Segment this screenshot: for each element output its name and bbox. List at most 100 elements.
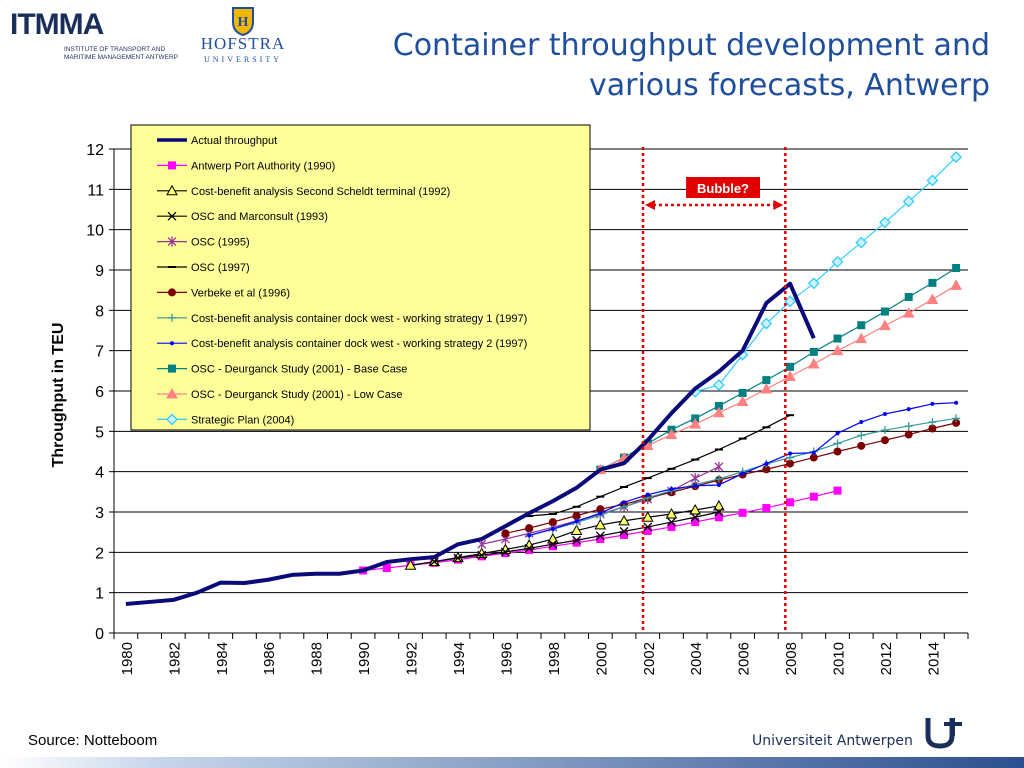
series-cost-benefit-analysis-second-scheldt-terminal-1992-point <box>570 524 583 536</box>
series-antwerp-port-authority-1990-point <box>786 498 795 507</box>
series-osc-1997-line <box>529 414 791 517</box>
legend-item-cost-benefit-analysis-container-dock-west-working-strategy-1-1997-marker <box>168 313 176 322</box>
series-verbeke-et-al-1996-point <box>928 424 937 433</box>
series-osc-and-marconsult-1993-point <box>667 517 676 527</box>
series-cost-benefit-analysis-container-dock-west-working-strategy-2-1997-point <box>740 471 745 476</box>
series-verbeke-et-al-1996-point <box>762 465 771 474</box>
series-strategic-plan-2004-point <box>950 151 963 163</box>
y-tick-label: 6 <box>95 384 104 401</box>
y-tick-label: 3 <box>95 505 104 522</box>
series-antwerp-port-authority-1990-point <box>382 564 391 573</box>
x-tick-label: 1980 <box>119 642 136 675</box>
series-cost-benefit-analysis-second-scheldt-terminal-1992-line <box>410 505 720 566</box>
itmma-logo-text: ITMMA <box>10 8 104 41</box>
x-tick-label: 2008 <box>783 642 800 675</box>
series-osc-deurganck-study-2001-base-case-point <box>952 263 961 272</box>
series-osc-deurganck-study-2001-base-case-line <box>600 267 957 471</box>
series-antwerp-port-authority-1990-point <box>548 542 557 551</box>
bubble-label-box <box>686 177 760 198</box>
series-osc-and-marconsult-1993-point <box>643 522 653 532</box>
legend-item-cost-benefit-analysis-second-scheldt-terminal-1992-label: Cost-benefit analysis Second Scheldt ter… <box>191 186 450 198</box>
hofstra-logo: H HOFSTRA UNIVERSITY <box>197 6 289 66</box>
series-strategic-plan-2004-point <box>855 236 868 249</box>
series-cost-benefit-analysis-second-scheldt-terminal-1992-point <box>689 503 702 515</box>
series-cost-benefit-analysis-second-scheldt-terminal-1992-point <box>618 514 630 526</box>
x-tick-label: 1990 <box>356 642 373 675</box>
slide-title: Container throughput development and var… <box>290 26 990 106</box>
series-osc-deurganck-study-2001-low-case-point <box>855 332 868 344</box>
series-cost-benefit-analysis-container-dock-west-working-strategy-2-1997-point <box>882 411 887 416</box>
x-tick-label: 1982 <box>166 642 183 675</box>
x-tick-label: 2002 <box>641 642 658 675</box>
x-tick-label: 1986 <box>261 642 278 675</box>
series-osc-and-marconsult-1993-point <box>595 531 605 541</box>
x-tick-label: 1998 <box>546 642 563 675</box>
series-cost-benefit-analysis-container-dock-west-working-strategy-2-1997-point <box>574 519 579 524</box>
series-actual-throughput-line <box>125 281 816 606</box>
bubble-arrow-right-head <box>773 200 784 210</box>
legend-item-osc-and-marconsult-1993-marker <box>167 211 177 221</box>
series-strategic-plan-2004-point <box>831 256 844 268</box>
y-tick-label: 4 <box>95 465 104 482</box>
series-cost-benefit-analysis-container-dock-west-working-strategy-2-1997-point <box>930 401 935 406</box>
legend-item-osc-deurganck-study-2001-base-case-label: OSC - Deurganck Study (2001) - Base Case <box>191 364 407 376</box>
series-cost-benefit-analysis-second-scheldt-terminal-1992-point <box>665 507 678 519</box>
series-osc-deurganck-study-2001-low-case-line <box>600 284 957 471</box>
series-osc-deurganck-study-2001-base-case-point <box>762 376 771 385</box>
series-strategic-plan-2004-line <box>695 156 957 393</box>
hofstra-university: UNIVERSITY <box>204 55 282 64</box>
series-cost-benefit-analysis-container-dock-west-working-strategy-1-1997-point <box>952 414 961 423</box>
series-cost-benefit-analysis-container-dock-west-working-strategy-1-1997-point <box>904 422 913 431</box>
series-cost-benefit-analysis-second-scheldt-terminal-1992-point <box>641 511 654 522</box>
series-verbeke-et-al-1996-point <box>833 447 842 456</box>
series-osc-deurganck-study-2001-low-case-point <box>950 279 962 290</box>
series-cost-benefit-analysis-container-dock-west-working-strategy-2-1997-point <box>598 511 603 516</box>
legend-item-osc-1995-marker <box>167 236 177 247</box>
legend-item-osc-1997-label: OSC (1997) <box>191 262 250 274</box>
series-antwerp-port-authority-1990-point <box>620 530 629 539</box>
series-cost-benefit-analysis-container-dock-west-working-strategy-2-1997-point <box>527 533 532 538</box>
legend-item-osc-1995-label: OSC (1995) <box>191 237 250 249</box>
series-osc-and-marconsult-1993-point <box>619 526 629 536</box>
series-antwerp-port-authority-1990-point <box>738 508 747 517</box>
series-osc-deurganck-study-2001-base-case-point <box>880 307 889 316</box>
footer-university-name: Universiteit Antwerpen <box>752 733 913 749</box>
series-osc-deurganck-study-2001-base-case-point <box>714 401 723 410</box>
series-antwerp-port-authority-1990-point <box>525 545 534 554</box>
series-antwerp-port-authority-1990-point <box>809 492 818 501</box>
x-tick-label: 2004 <box>688 642 705 675</box>
series-antwerp-port-authority-1990-point <box>762 503 771 512</box>
series-cost-benefit-analysis-container-dock-west-working-strategy-2-1997-point <box>811 450 816 455</box>
series-antwerp-port-authority-1990-point <box>714 513 723 522</box>
series-cost-benefit-analysis-container-dock-west-working-strategy-2-1997-point <box>788 451 793 456</box>
series-strategic-plan-2004-point <box>879 216 891 229</box>
series-strategic-plan-2004-point <box>926 174 939 187</box>
university-antwerpen-logo-icon <box>925 718 962 749</box>
itmma-logo-subtitle: INSTITUTE OF TRANSPORT AND MARITIME MANAG… <box>64 46 178 61</box>
series-cost-benefit-analysis-container-dock-west-working-strategy-1-1997-point <box>714 474 723 483</box>
series-cost-benefit-analysis-container-dock-west-working-strategy-2-1997-point <box>693 483 698 488</box>
y-tick-label: 10 <box>86 223 104 240</box>
itmma-logo: ITMMA INSTITUTE OF TRANSPORT AND MARITIME… <box>10 8 200 61</box>
hofstra-name: HOFSTRA <box>200 34 286 53</box>
series-cost-benefit-analysis-second-scheldt-terminal-1992-point <box>594 518 607 530</box>
series-osc-and-marconsult-1993-point <box>548 539 558 549</box>
series-cost-benefit-analysis-second-scheldt-terminal-1992-point <box>404 559 417 570</box>
legend-item-verbeke-et-al-1996-marker <box>168 288 176 297</box>
x-tick-label: 1984 <box>214 642 231 675</box>
series-cost-benefit-analysis-second-scheldt-terminal-1992-point <box>713 499 725 511</box>
series-osc-deurganck-study-2001-low-case-point <box>689 418 702 429</box>
series-osc-deurganck-study-2001-low-case-point <box>926 293 939 304</box>
series-osc-deurganck-study-2001-base-case-point <box>738 389 747 398</box>
y-axis-label: Throughput in TEU <box>50 323 67 468</box>
legend-item-verbeke-et-al-1996-label: Verbeke et al (1996) <box>191 287 290 299</box>
series-cost-benefit-analysis-container-dock-west-working-strategy-2-1997-point <box>550 526 555 531</box>
x-tick-label: 1994 <box>451 642 468 675</box>
series-cost-benefit-analysis-container-dock-west-working-strategy-1-1997-point <box>857 431 866 440</box>
y-tick-label: 0 <box>95 626 104 643</box>
series-osc-deurganck-study-2001-low-case-point <box>831 344 844 356</box>
slide-title-line1: Container throughput development and <box>392 28 990 63</box>
series-strategic-plan-2004-point <box>784 295 797 308</box>
y-tick-label: 12 <box>86 142 104 159</box>
